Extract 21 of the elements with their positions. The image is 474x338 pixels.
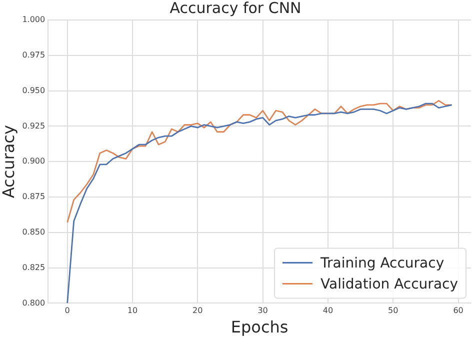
x-tick-label: 30 xyxy=(258,306,268,316)
y-tick-label: 0.975 xyxy=(22,50,46,60)
x-axis-title: Epochs xyxy=(230,318,288,337)
legend-label: Training Accuracy xyxy=(320,255,444,272)
y-tick-label: 0.825 xyxy=(22,262,46,272)
y-tick-label: 0.800 xyxy=(22,298,46,308)
y-axis-title: Accuracy xyxy=(0,125,18,198)
x-tick-label: 60 xyxy=(453,306,464,316)
y-tick-label: 0.875 xyxy=(22,192,46,202)
chart-title: Accuracy for CNN xyxy=(170,0,302,17)
y-tick-label: 0.900 xyxy=(22,156,46,166)
x-tick-label: 50 xyxy=(388,306,398,316)
x-tick-label: 0 xyxy=(64,306,70,316)
y-tick-label: 0.850 xyxy=(22,227,46,236)
x-tick-label: 40 xyxy=(322,306,334,316)
legend-label: Validation Accuracy xyxy=(320,276,458,292)
y-tick-label: 1.000 xyxy=(22,15,46,24)
y-tick-label: 0.925 xyxy=(22,121,46,130)
y-tick-label: 0.950 xyxy=(22,86,46,95)
x-tick-label: 10 xyxy=(127,306,138,316)
x-tick-label: 20 xyxy=(192,306,203,316)
